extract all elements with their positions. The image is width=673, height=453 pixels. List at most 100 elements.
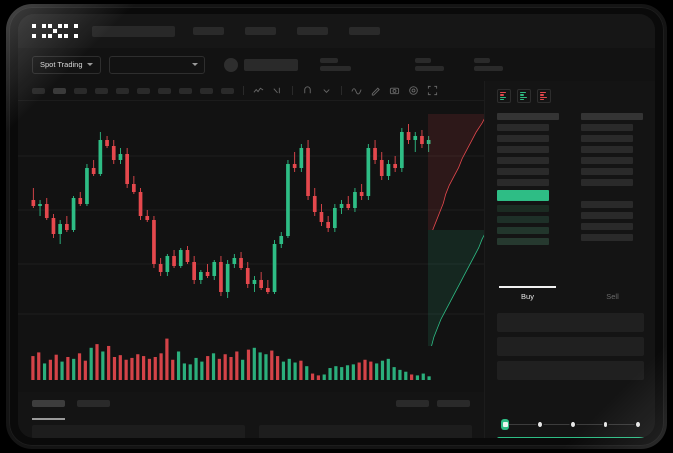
trading-panel: Buy Sell xyxy=(484,81,655,438)
trading-mode-dropdown[interactable]: Spot Trading xyxy=(32,55,101,74)
tab-sell[interactable]: Sell xyxy=(606,292,619,301)
trade-row[interactable] xyxy=(581,157,633,164)
slider-step-2[interactable] xyxy=(538,421,542,427)
wave-icon[interactable] xyxy=(351,85,362,96)
market-stat-0 xyxy=(319,58,351,71)
orderbook-view-bids[interactable] xyxy=(517,89,531,103)
price-chart[interactable] xyxy=(18,102,488,392)
orderbook-ask-row[interactable] xyxy=(497,157,549,164)
fullscreen-icon[interactable] xyxy=(427,85,438,96)
timeframe-3[interactable] xyxy=(95,87,108,94)
timeframe-1[interactable] xyxy=(53,87,66,94)
timeframe-0[interactable] xyxy=(32,87,45,94)
order-form xyxy=(497,313,644,380)
settings-icon[interactable] xyxy=(408,85,419,96)
stat-label xyxy=(414,58,431,63)
order-price-field[interactable] xyxy=(497,313,644,332)
chart-toolbar xyxy=(18,81,655,101)
last-price xyxy=(243,58,298,71)
orders-tabs xyxy=(18,392,484,407)
market-stat-2 xyxy=(473,58,503,71)
stat-label xyxy=(473,58,490,63)
order-card-0[interactable] xyxy=(32,425,245,438)
trades-header-row xyxy=(581,113,643,120)
trade-row[interactable] xyxy=(581,168,633,175)
orderbook-view-toggles xyxy=(485,81,655,103)
pencil-icon[interactable] xyxy=(370,85,381,96)
order-total-field[interactable] xyxy=(497,361,644,380)
orderbook-right-column xyxy=(581,113,643,241)
orders-panel xyxy=(18,392,484,438)
order-amount-field[interactable] xyxy=(497,337,644,356)
orderbook-ask-row[interactable] xyxy=(497,168,549,175)
stat-value xyxy=(414,66,444,71)
orderbook-spread-row xyxy=(497,190,549,201)
orderbook-bid-row[interactable] xyxy=(497,216,549,223)
market-bar: Spot Trading xyxy=(18,48,655,81)
nav-item-3[interactable] xyxy=(349,27,380,35)
trade-row[interactable] xyxy=(581,234,633,241)
active-tab-indicator xyxy=(32,418,65,420)
slider-step-1[interactable] xyxy=(501,418,510,430)
orderbook-header-row xyxy=(497,113,559,120)
market-stat-1 xyxy=(414,58,444,71)
orderbook-view-both[interactable] xyxy=(497,89,511,103)
order-book[interactable] xyxy=(485,109,655,309)
candlestick-chart-svg xyxy=(18,124,484,380)
toolbar-divider xyxy=(341,86,342,95)
trading-mode-label: Spot Trading xyxy=(40,60,83,69)
timeframe-9[interactable] xyxy=(221,87,234,94)
trade-row[interactable] xyxy=(581,212,633,219)
chevron-down-icon[interactable] xyxy=(321,85,332,96)
timeframe-6[interactable] xyxy=(158,87,171,94)
orderbook-bid-row[interactable] xyxy=(497,227,549,234)
orderbook-ask-row[interactable] xyxy=(497,146,549,153)
orderbook-bid-row[interactable] xyxy=(497,238,549,245)
orderbook-left-column xyxy=(497,113,559,245)
trade-row[interactable] xyxy=(581,135,633,142)
timeframe-2[interactable] xyxy=(74,87,87,94)
trade-row[interactable] xyxy=(581,201,633,208)
crosshair-icon[interactable] xyxy=(272,85,283,96)
timeframe-7[interactable] xyxy=(179,87,192,94)
tab-buy[interactable]: Buy xyxy=(485,286,570,308)
amount-slider[interactable] xyxy=(501,417,640,431)
magnet-icon[interactable] xyxy=(302,85,313,96)
stat-value xyxy=(319,66,351,71)
stat-value xyxy=(473,66,503,71)
orderbook-bid-row[interactable] xyxy=(497,205,549,212)
trade-row[interactable] xyxy=(581,223,633,230)
pair-select[interactable] xyxy=(108,55,205,74)
nav-item-1[interactable] xyxy=(245,27,276,35)
trade-row[interactable] xyxy=(581,124,633,131)
chevron-down-icon xyxy=(86,63,93,66)
slider-step-4[interactable] xyxy=(603,421,608,427)
trendline-icon[interactable] xyxy=(253,85,264,96)
trade-row[interactable] xyxy=(581,146,633,153)
orderbook-ask-row[interactable] xyxy=(497,124,549,131)
orderbook-ask-row[interactable] xyxy=(497,135,549,142)
camera-icon[interactable] xyxy=(389,85,400,96)
tab-order-history[interactable] xyxy=(77,400,110,407)
timeframe-8[interactable] xyxy=(200,87,213,94)
orders-actions xyxy=(396,400,470,407)
orders-action-1[interactable] xyxy=(437,400,470,407)
timeframe-4[interactable] xyxy=(116,87,129,94)
orderbook-ask-row[interactable] xyxy=(497,179,549,186)
submit-order-button[interactable] xyxy=(497,437,648,438)
tab-open-orders[interactable] xyxy=(32,400,65,407)
toolbar-divider xyxy=(243,86,244,95)
okx-logo[interactable] xyxy=(32,24,78,38)
chevron-down-icon xyxy=(191,63,198,66)
nav-item-2[interactable] xyxy=(297,27,328,35)
search-input[interactable] xyxy=(92,25,175,37)
slider-step-5[interactable] xyxy=(636,421,640,427)
slider-step-3[interactable] xyxy=(570,421,575,427)
buy-sell-tabs: Buy Sell xyxy=(485,286,655,308)
order-card-1[interactable] xyxy=(259,425,472,438)
nav-item-0[interactable] xyxy=(193,27,224,35)
timeframe-5[interactable] xyxy=(137,87,150,94)
orderbook-view-asks[interactable] xyxy=(537,89,551,103)
trade-row[interactable] xyxy=(581,179,633,186)
orders-action-0[interactable] xyxy=(396,400,429,407)
